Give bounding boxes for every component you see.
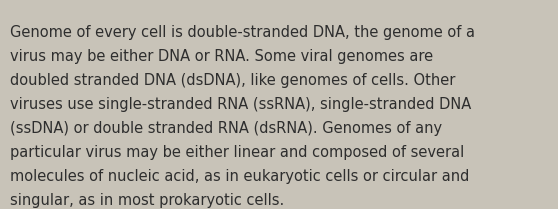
- Text: molecules of nucleic acid, as in eukaryotic cells or circular and: molecules of nucleic acid, as in eukaryo…: [10, 169, 469, 184]
- Text: virus may be either DNA or RNA. Some viral genomes are: virus may be either DNA or RNA. Some vir…: [10, 49, 433, 64]
- Text: singular, as in most prokaryotic cells.: singular, as in most prokaryotic cells.: [10, 193, 284, 208]
- Text: particular virus may be either linear and composed of several: particular virus may be either linear an…: [10, 145, 464, 160]
- Text: doubled stranded DNA (dsDNA), like genomes of cells. Other: doubled stranded DNA (dsDNA), like genom…: [10, 73, 455, 88]
- Text: viruses use single-stranded RNA (ssRNA), single-stranded DNA: viruses use single-stranded RNA (ssRNA),…: [10, 97, 472, 112]
- Text: Genome of every cell is double-stranded DNA, the genome of a: Genome of every cell is double-stranded …: [10, 25, 475, 40]
- Text: (ssDNA) or double stranded RNA (dsRNA). Genomes of any: (ssDNA) or double stranded RNA (dsRNA). …: [10, 121, 442, 136]
